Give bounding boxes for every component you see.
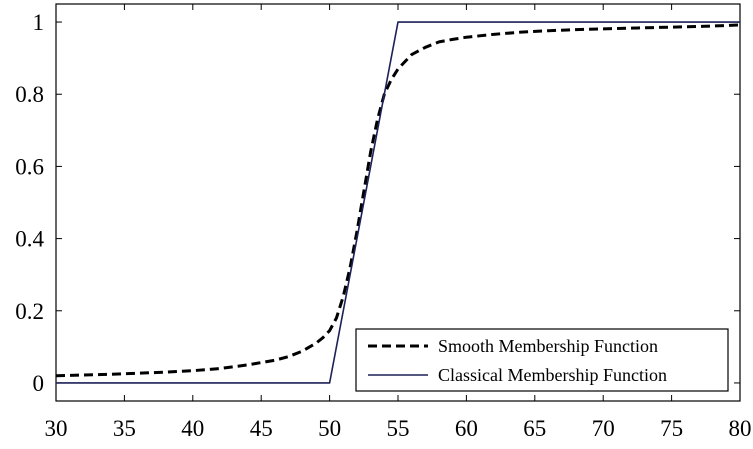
classical-membership-line bbox=[56, 21, 740, 384]
x-tick-label: 40 bbox=[181, 416, 204, 441]
y-tick-label: 0.8 bbox=[15, 82, 44, 107]
x-tick-label: 70 bbox=[592, 416, 615, 441]
legend-label: Classical Membership Function bbox=[438, 365, 667, 385]
y-tick-label: 0 bbox=[33, 371, 45, 396]
x-tick-label: 30 bbox=[45, 416, 68, 441]
y-tick-label: 0.6 bbox=[15, 154, 44, 179]
x-tick-label: 55 bbox=[387, 416, 410, 441]
legend-box bbox=[355, 328, 729, 392]
y-tick-label: 1 bbox=[33, 10, 45, 35]
x-tick-label: 45 bbox=[250, 416, 273, 441]
x-tick-label: 75 bbox=[660, 416, 683, 441]
x-tick-label: 60 bbox=[455, 416, 478, 441]
y-tick-label: 0.4 bbox=[15, 227, 44, 252]
plot-area: 30 35 40 45 50 55 60 65 70 75 80 0 0.2 0.4 0.6 0.8 1 Smoo… bbox=[15, 3, 752, 441]
x-tick-label: 65 bbox=[523, 416, 546, 441]
x-tick-label: 80 bbox=[729, 416, 752, 441]
x-tick-label: 35 bbox=[113, 416, 136, 441]
legend-label: Smooth Membership Function bbox=[438, 336, 658, 356]
x-tick-label: 50 bbox=[318, 416, 341, 441]
smooth-membership-line bbox=[55, 23, 741, 378]
y-tick-label: 0.2 bbox=[15, 299, 44, 324]
